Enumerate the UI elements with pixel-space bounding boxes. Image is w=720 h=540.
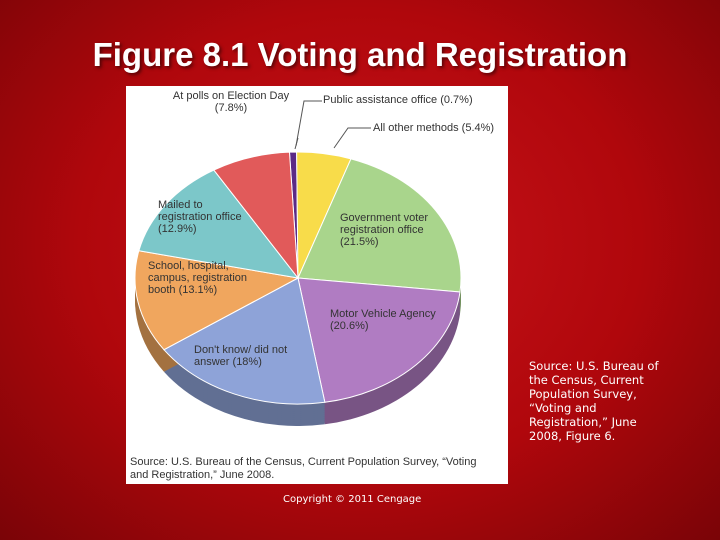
slice-label: At polls on Election Day (7.8%) [166, 90, 296, 114]
category-name: All other methods [373, 122, 459, 134]
category-name: Government voter registration office [340, 212, 429, 236]
value-label: (5.4%) [461, 122, 495, 134]
value-label: (12.9%) [158, 223, 197, 235]
slice [138, 169, 300, 279]
leader-line [333, 127, 371, 149]
value-label: (20.6%) [330, 320, 369, 332]
source-note: Source: U.S. Bureau of the Census, Curre… [529, 359, 659, 443]
value-label: (21.5%) [340, 236, 379, 248]
category-name: Don't know/ did not answer [194, 344, 288, 368]
category-name: Motor Vehicle Agency [330, 308, 436, 320]
slice [134, 250, 300, 351]
value-label: (7.8%) [214, 102, 248, 114]
slice-label: Don't know/ did not answer (18%) [194, 344, 324, 368]
category-name: School, hospital, campus, registration b… [148, 260, 248, 296]
slice-label: All other methods (5.4%) [373, 122, 523, 134]
value-label: (18%) [232, 356, 262, 368]
copyright: Copyright © 2011 Cengage [283, 494, 422, 505]
slice-label: Government voter registration office (21… [340, 212, 460, 248]
slice-label: Motor Vehicle Agency (20.6%) [330, 308, 445, 332]
leader-line [295, 100, 322, 147]
slice [213, 151, 299, 280]
slice-label: Public assistance office (0.7%) [323, 94, 513, 106]
pie-chart [134, 100, 462, 426]
slide-title: Figure 8.1 Voting and Registration [92, 36, 628, 73]
category-name: Public assistance office [323, 94, 438, 106]
slice [297, 158, 462, 293]
slice-label: School, hospital, campus, registration b… [148, 260, 258, 296]
value-label: (13.1%) [178, 284, 218, 296]
slice [163, 277, 326, 405]
figure-source: Source: U.S. Bureau of the Census, Curre… [130, 456, 477, 481]
category-name: Mailed to registration office [158, 199, 242, 223]
figure: Source: U.S. Bureau of the Census, Curre… [126, 86, 508, 484]
slice-label: Mailed to registration office (12.9%) [158, 199, 258, 235]
value-label: (0.7%) [440, 94, 473, 106]
category-name: At polls on Election Day [172, 90, 290, 102]
slice [297, 277, 461, 403]
